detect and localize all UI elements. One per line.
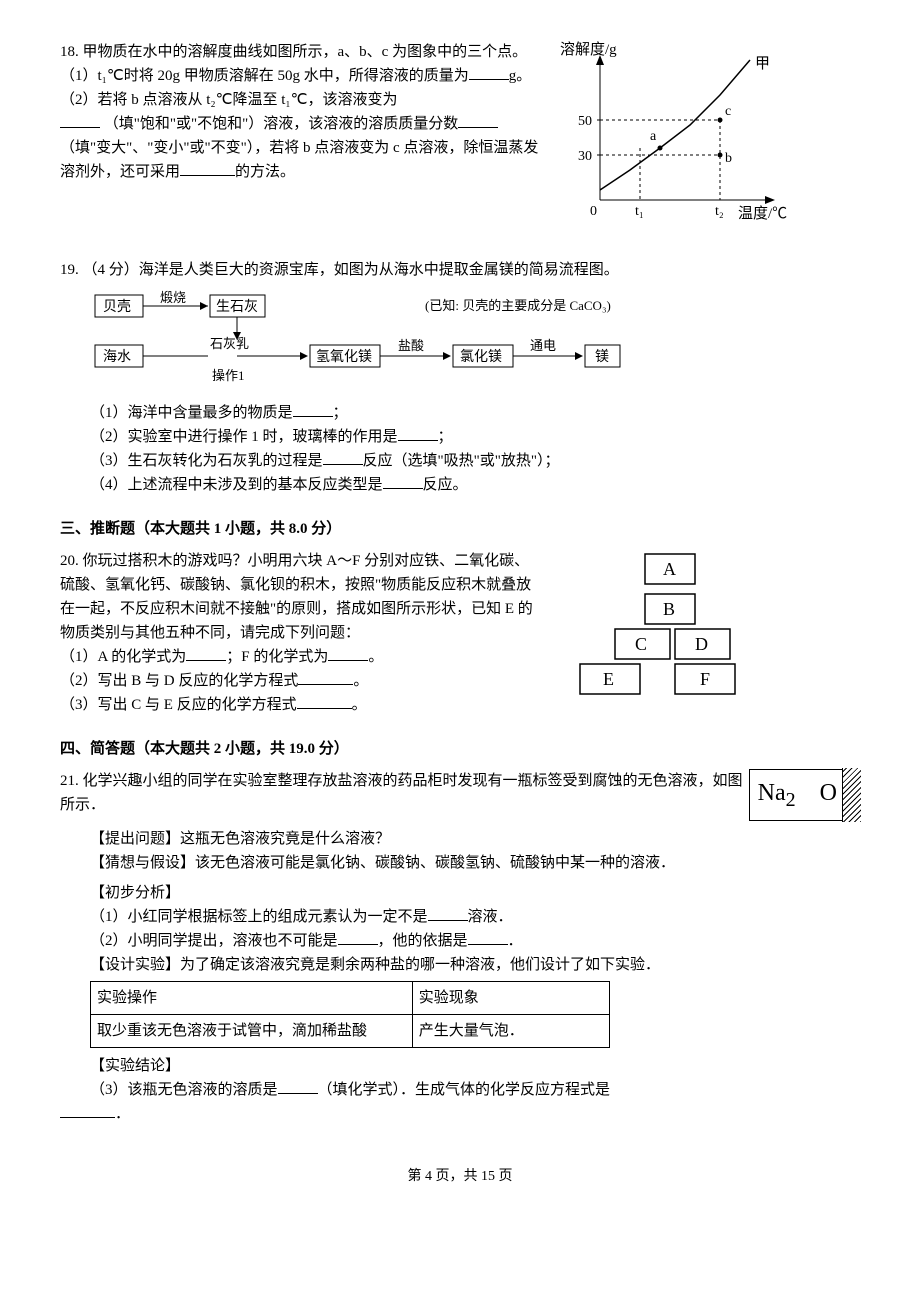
table-row: 实验操作 实验现象 <box>91 981 610 1014</box>
q19-part1: （1）海洋中含量最多的物质是； <box>60 401 860 425</box>
q20-stem: 你玩过搭积木的游戏吗？小明用六块 A～F 分别对应铁、二氧化碳、硫酸、氢氧化钙、… <box>60 553 533 641</box>
q21-number: 21. <box>60 773 79 789</box>
q18-stem: 甲物质在水中的溶解度曲线如图所示，a、b、c 为图象中的三个点。 <box>83 44 528 60</box>
svg-text:(已知: 贝壳的主要成分是 CaCO₃): (已知: 贝壳的主要成分是 CaCO₃) <box>425 298 611 313</box>
svg-text:氢氧化镁: 氢氧化镁 <box>316 349 372 365</box>
blank[interactable] <box>468 929 508 945</box>
blank[interactable] <box>293 401 333 417</box>
question-20: 20. 你玩过搭积木的游戏吗？小明用六块 A～F 分别对应铁、二氧化碳、硫酸、氢… <box>60 549 860 717</box>
svg-text:甲: 甲 <box>755 56 770 72</box>
solubility-chart: 溶解度/g 30 50 a <box>560 40 790 230</box>
blank[interactable] <box>428 905 468 921</box>
q21-part1: （1）小红同学根据标签上的组成元素认为一定不是溶液． <box>60 905 860 929</box>
svg-text:D: D <box>695 634 708 654</box>
blank[interactable] <box>338 929 378 945</box>
question-19: 19. （4 分）海洋是人类巨大的资源宝库，如图为从海水中提取金属镁的简易流程图… <box>60 258 860 497</box>
svg-text:t₂: t₂ <box>715 204 724 219</box>
chart-ylabel: 溶解度/g <box>560 41 617 58</box>
blank[interactable] <box>328 645 368 661</box>
q21-raise: 【提出问题】这瓶无色溶液究竟是什么溶液？ <box>60 827 860 851</box>
blank[interactable] <box>180 160 235 176</box>
svg-text:镁: 镁 <box>595 349 609 365</box>
svg-text:a: a <box>650 129 657 144</box>
svg-text:石灰乳: 石灰乳 <box>210 336 249 351</box>
svg-text:贝壳: 贝壳 <box>103 298 131 315</box>
svg-text:C: C <box>635 634 647 654</box>
svg-text:E: E <box>603 669 614 689</box>
q21-stem: 化学兴趣小组的同学在实验室整理存放盐溶液的药品柜时发现有一瓶标签受到腐蚀的无色溶… <box>60 773 743 813</box>
svg-text:b: b <box>725 151 732 166</box>
q19-stem: （4 分）海洋是人类巨大的资源宝库，如图为从海水中提取金属镁的简易流程图。 <box>83 262 619 278</box>
q20-blocks: A B C D E F <box>550 549 745 707</box>
q18-text: 18. 甲物质在水中的溶解度曲线如图所示，a、b、c 为图象中的三个点。 （1）… <box>60 40 550 184</box>
svg-text:生石灰: 生石灰 <box>216 299 258 315</box>
svg-text:海水: 海水 <box>103 349 131 365</box>
section-3-title: 三、推断题（本大题共 1 小题，共 8.0 分） <box>60 517 860 541</box>
q18-part2: （2）若将 b 点溶液从 t₂℃降温至 t₁℃，该溶液变为 （填"饱和"或"不饱… <box>60 88 550 184</box>
blank[interactable] <box>323 449 363 465</box>
svg-text:操作1: 操作1 <box>212 368 245 383</box>
blank[interactable] <box>458 112 498 128</box>
page-footer: 第 4 页，共 15 页 <box>60 1166 860 1188</box>
q18-chart: 溶解度/g 30 50 a <box>560 40 790 238</box>
svg-text:氯化镁: 氯化镁 <box>460 349 502 365</box>
svg-text:盐酸: 盐酸 <box>398 338 424 353</box>
q21-part3b: ． <box>60 1102 860 1126</box>
q18-part1: （1）t₁℃时将 20g 甲物质溶解在 50g 水中，所得溶液的质量为g。 <box>60 64 550 88</box>
svg-text:通电: 通电 <box>530 338 556 353</box>
svg-text:F: F <box>700 669 710 689</box>
blank[interactable] <box>383 473 423 489</box>
q21-part3: （3）该瓶无色溶液的溶质是（填化学式）．生成气体的化学反应方程式是 <box>60 1078 860 1102</box>
svg-text:c: c <box>725 104 731 119</box>
q19-part4: （4）上述流程中未涉及到的基本反应类型是反应。 <box>60 473 860 497</box>
experiment-table: 实验操作 实验现象 取少重该无色溶液于试管中，滴加稀盐酸 产生大量气泡． <box>90 981 610 1048</box>
q19-part3: （3）生石灰转化为石灰乳的过程是反应（选填"吸热"或"放热"）； <box>60 449 860 473</box>
question-21: Na2 O 21. 化学兴趣小组的同学在实验室整理存放盐溶液的药品柜时发现有一瓶… <box>60 769 860 1126</box>
blank[interactable] <box>297 693 352 709</box>
q20-part2: （2）写出 B 与 D 反应的化学方程式。 <box>60 669 540 693</box>
q21-hypo: 【猜想与假设】该无色溶液可能是氯化钠、碳酸钠、碳酸氢钠、硫酸钠中某一种的溶液． <box>60 851 860 875</box>
blank[interactable] <box>398 425 438 441</box>
q19-number: 19. <box>60 262 79 278</box>
blank[interactable] <box>298 669 353 685</box>
section-4-title: 四、简答题（本大题共 2 小题，共 19.0 分） <box>60 737 860 761</box>
q18-number: 18. <box>60 44 79 60</box>
svg-text:B: B <box>663 599 675 619</box>
q20-number: 20. <box>60 553 79 569</box>
q21-design: 【设计实验】为了确定该溶液究竟是剩余两种盐的哪一种溶液，他们设计了如下实验． <box>60 953 860 977</box>
q20-part3: （3）写出 C 与 E 反应的化学方程式。 <box>60 693 540 717</box>
blank[interactable] <box>60 112 100 128</box>
q19-flowchart: 贝壳 煅烧 生石灰 (已知: 贝壳的主要成分是 CaCO₃) 海水 石灰乳 操作… <box>90 290 860 393</box>
point-a <box>658 146 663 151</box>
svg-text:煅烧: 煅烧 <box>160 290 186 305</box>
q21-init: 【初步分析】 <box>60 881 860 905</box>
point-b <box>718 153 723 158</box>
svg-text:30: 30 <box>578 149 592 164</box>
question-18: 18. 甲物质在水中的溶解度曲线如图所示，a、b、c 为图象中的三个点。 （1）… <box>60 40 860 238</box>
svg-text:t₁: t₁ <box>635 204 644 219</box>
point-c <box>718 118 723 123</box>
label-na2o: Na2 O <box>749 769 860 821</box>
svg-text:0: 0 <box>590 204 597 219</box>
svg-text:A: A <box>663 559 676 579</box>
chart-xlabel: 温度/℃ <box>738 205 787 222</box>
q21-part2: （2）小明同学提出，溶液也不可能是，他的依据是． <box>60 929 860 953</box>
q21-conc: 【实验结论】 <box>60 1054 860 1078</box>
blank[interactable] <box>60 1102 115 1118</box>
solubility-curve <box>600 60 750 190</box>
blank[interactable] <box>469 64 509 80</box>
q19-part2: （2）实验室中进行操作 1 时，玻璃棒的作用是； <box>60 425 860 449</box>
svg-text:50: 50 <box>578 114 592 129</box>
q20-text: 20. 你玩过搭积木的游戏吗？小明用六块 A～F 分别对应铁、二氧化碳、硫酸、氢… <box>60 549 540 717</box>
blank[interactable] <box>278 1078 318 1094</box>
x-arrow <box>765 196 775 204</box>
q20-part1: （1）A 的化学式为；F 的化学式为。 <box>60 645 540 669</box>
table-row: 取少重该无色溶液于试管中，滴加稀盐酸 产生大量气泡． <box>91 1014 610 1047</box>
blank[interactable] <box>186 645 226 661</box>
